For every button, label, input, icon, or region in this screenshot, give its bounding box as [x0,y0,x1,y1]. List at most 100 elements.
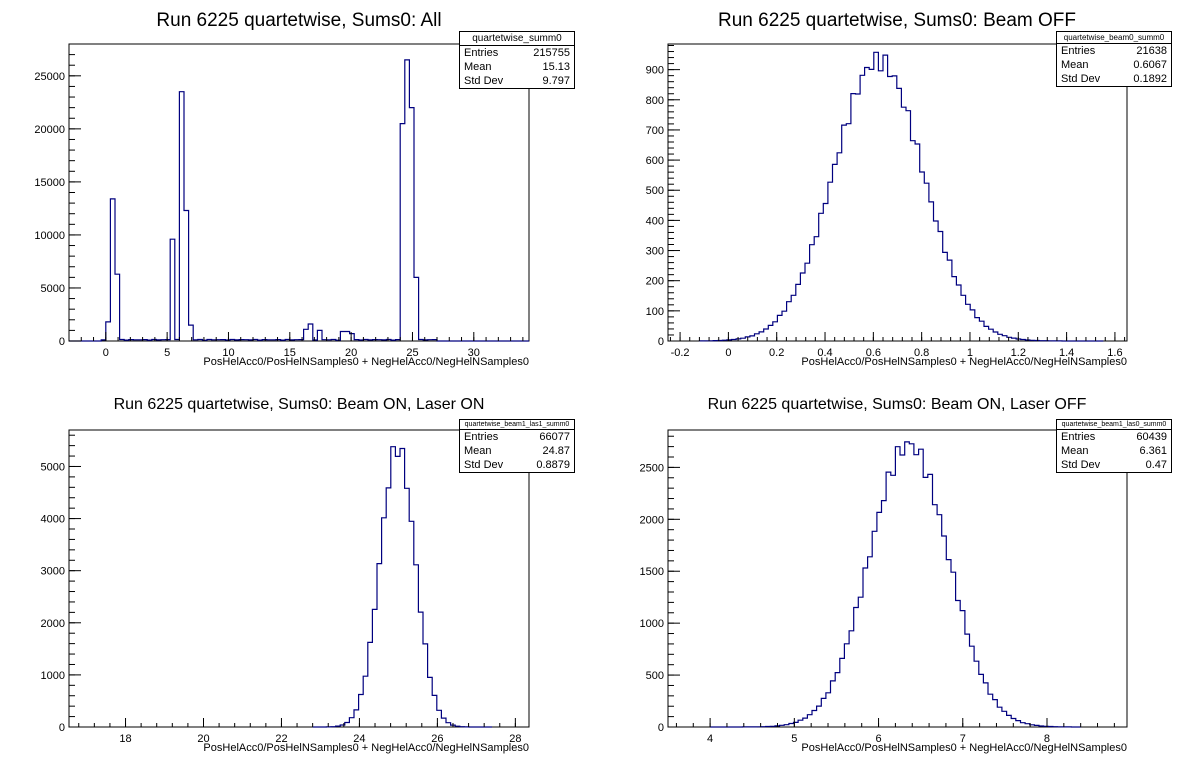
x-tick-label: 20 [345,347,357,359]
histogram-line [710,441,1081,728]
stats-name: quartetwise_beam1_las0_summ0 [1057,420,1171,430]
plot-frame [667,43,1128,342]
x-tick-label: 0.2 [769,347,784,359]
y-tick-label: 10000 [34,230,65,242]
stats-box: quartetwise_beam1_las0_summ0 Entries 6043… [1056,419,1172,473]
stats-box: quartetwise_beam0_summ0 Entries 21638 Mea… [1056,31,1172,87]
y-tick-label: 300 [646,246,664,258]
stats-entries-label: Entries [464,47,499,59]
chart-svg: 0 5 10 15 20 25 30 0 5000 10000 15000 20000 25000 Pos… [34,43,530,368]
x-tick-label: 0 [103,347,109,359]
stats-entries-value: 215755 [533,47,570,59]
plot-frame [667,429,1128,728]
x-tick-label: 1.4 [1059,347,1074,359]
y-tick-label: 200 [646,276,664,288]
x-tick-label: 18 [119,733,131,745]
y-tick-label: 500 [646,670,664,682]
stats-mean-value: 6.361 [1139,445,1167,457]
x-axis-label: PosHelAcc0/PosHelNSamples0 + NegHelAcc0/… [801,356,1127,368]
pad-2: Run 6225 quartetwise, Sums0: Beam ON, La… [0,386,598,772]
y-tick-label: 5000 [41,283,65,295]
x-tick-label: 0 [725,347,731,359]
stats-mean-value: 24.87 [542,445,570,457]
histogram-line [698,51,1104,342]
y-tick-label: 0 [59,336,65,348]
y-tick-label: 1000 [41,670,65,682]
stats-stddev-value: 0.1892 [1133,73,1167,85]
stats-box: quartetwise_beam1_las1_summ0 Entries 6607… [459,419,575,473]
chart-title: Run 6225 quartetwise, Sums0: Beam OFF [718,10,1076,31]
chart-title: Run 6225 quartetwise, Sums0: Beam ON, La… [707,396,1087,413]
y-tick-label: 3000 [41,566,65,578]
stats-name: quartetwise_beam0_summ0 [1057,32,1171,44]
stats-mean-value: 15.13 [542,61,570,73]
stats-entries-value: 60439 [1136,431,1167,443]
y-tick-label: 600 [646,155,664,167]
pad-0: Run 6225 quartetwise, Sums0: All 0 5 10 15 2… [0,0,598,386]
y-tick-label: 900 [646,65,664,77]
x-axis-label: PosHelAcc0/PosHelNSamples0 + NegHelAcc0/… [203,742,529,754]
x-tick-label: 25 [406,347,418,359]
plot-frame [68,429,530,728]
chart-title: Run 6225 quartetwise, Sums0: All [156,10,442,31]
stats-entries-value: 21638 [1136,45,1167,57]
y-tick-label: 0 [658,722,664,734]
stats-stddev-value: 9.797 [542,75,570,87]
x-tick-label: 0.6 [866,347,881,359]
x-tick-label: 20 [197,733,209,745]
x-tick-label: 0.4 [817,347,832,359]
stats-stddev-label: Std Dev [464,75,504,87]
histogram-line [69,59,529,342]
x-tick-label: 5 [791,733,797,745]
chart-svg: -0.2 0 0.2 0.4 0.6 0.8 1 1.2 1.4 1.6 0 100 200 300 400… [646,43,1128,368]
stats-mean-label: Mean [1061,445,1089,457]
y-tick-label: 1500 [640,566,664,578]
x-tick-label: 5 [164,347,170,359]
stats-stddev-value: 0.8879 [536,459,570,471]
y-tick-label: 4000 [41,514,65,526]
stats-stddev-label: Std Dev [1061,459,1101,471]
y-tick-label: 500 [646,185,664,197]
stats-mean-label: Mean [464,445,492,457]
x-axis-label: PosHelAcc0/PosHelNSamples0 + NegHelAcc0/… [203,356,529,368]
x-tick-label: 8 [1044,733,1050,745]
chart-title: Run 6225 quartetwise, Sums0: Beam ON, La… [113,396,485,413]
x-axis-label: PosHelAcc0/PosHelNSamples0 + NegHelAcc0/… [801,742,1127,754]
stats-entries-label: Entries [1061,431,1096,443]
x-tick-label: 1.6 [1107,347,1122,359]
histogram-line [312,446,492,728]
chart-svg: 18 20 22 24 26 28 0 1000 2000 3000 4000 5000 PosHelA… [41,429,530,754]
pad-3: Run 6225 quartetwise, Sums0: Beam ON, La… [598,386,1196,772]
y-tick-label: 15000 [34,177,65,189]
x-tick-label: 7 [960,733,966,745]
y-tick-label: 0 [59,722,65,734]
x-tick-label: 24 [353,733,365,745]
stats-stddev-value: 0.47 [1145,459,1167,471]
stats-stddev-label: Std Dev [464,459,504,471]
x-tick-label: 15 [284,347,296,359]
stats-stddev-label: Std Dev [1061,73,1101,85]
stats-box: quartetwise_summ0 Entries 215755 Mean 15.1… [459,31,575,89]
y-tick-label: 700 [646,125,664,137]
y-tick-label: 2000 [640,514,664,526]
y-tick-label: 100 [646,306,664,318]
x-tick-label: 28 [509,733,521,745]
y-tick-label: 2000 [41,618,65,630]
x-tick-label: 1.2 [1011,347,1026,359]
stats-name: quartetwise_summ0 [460,32,574,46]
y-tick-label: 5000 [41,461,65,473]
y-tick-label: 0 [658,336,664,348]
pad-1: Run 6225 quartetwise, Sums0: Beam OFF -0… [598,0,1196,386]
x-tick-label: 0.8 [914,347,929,359]
stats-name: quartetwise_beam1_las1_summ0 [460,420,574,430]
x-tick-label: 4 [707,733,713,745]
y-tick-label: 20000 [34,124,65,136]
stats-entries-label: Entries [464,431,499,443]
x-tick-label: -0.2 [671,347,690,359]
x-tick-label: 22 [275,733,287,745]
stats-mean-value: 0.6067 [1133,59,1167,71]
x-tick-label: 10 [222,347,234,359]
x-tick-label: 30 [468,347,480,359]
stats-mean-label: Mean [1061,59,1089,71]
x-tick-label: 6 [875,733,881,745]
